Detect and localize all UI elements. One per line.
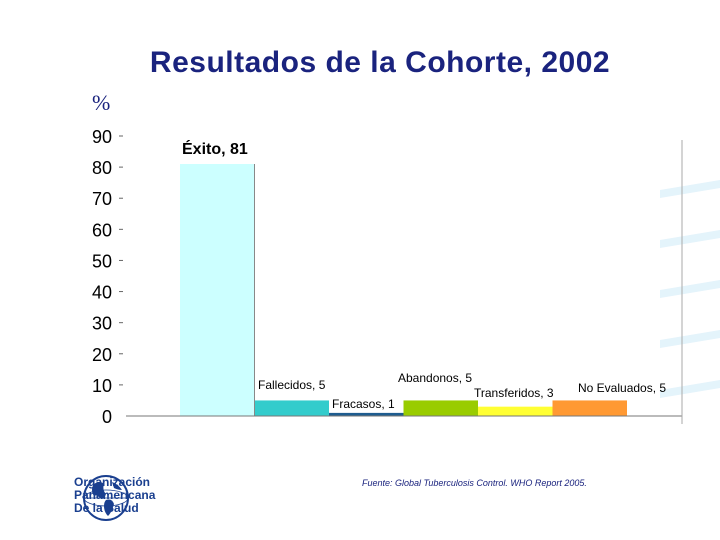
data-label: Fallecidos, 5 [258,378,326,392]
globe-icon [83,475,129,521]
data-label: Fracasos, 1 [332,397,395,411]
data-label: No Evaluados, 5 [578,381,666,395]
background-decoration [660,180,720,540]
page-title: Resultados de la Cohorte, 2002 [149,46,611,79]
bar-no-evaluados [552,400,627,416]
bars [180,164,627,416]
y-tick-label: 60 [92,220,112,240]
y-tick-label: 0 [102,407,112,427]
y-tick-label: 80 [92,158,112,178]
logo-text: Organización Panamericana De la Salud [74,476,155,515]
bar-fracasos [329,412,404,416]
y-tick-label: 40 [92,283,112,303]
logo-line-2: Panamericana [74,488,156,502]
y-tick-label: 90 [92,127,112,147]
y-tick-label: 30 [92,314,112,334]
y-tick-label: 20 [92,345,112,365]
data-label: Abandonos, 5 [398,371,472,385]
bar-fallecidos [254,400,329,416]
y-tick-label: 50 [92,251,112,271]
data-label: Éxito, 81 [182,139,248,158]
y-axis-unit-label: % [92,90,111,115]
data-label: Transferidos, 3 [474,386,554,400]
logo-line-1: Organización [74,475,151,489]
source-note: Fuente: Global Tuberculosis Control. WHO… [362,478,587,488]
bar--xito [180,164,255,416]
y-axis: 0 10 20 30 40 50 60 70 80 90 [92,127,123,427]
logo-line-3: De la Salud [74,501,139,515]
data-labels: Éxito, 81 Fallecidos, 5 Fracasos, 1Abandon… [182,139,666,411]
y-tick-label: 10 [92,376,112,396]
bar-abandonos [403,400,478,416]
bar-transferidos [478,406,553,416]
y-tick-label: 70 [92,189,112,209]
